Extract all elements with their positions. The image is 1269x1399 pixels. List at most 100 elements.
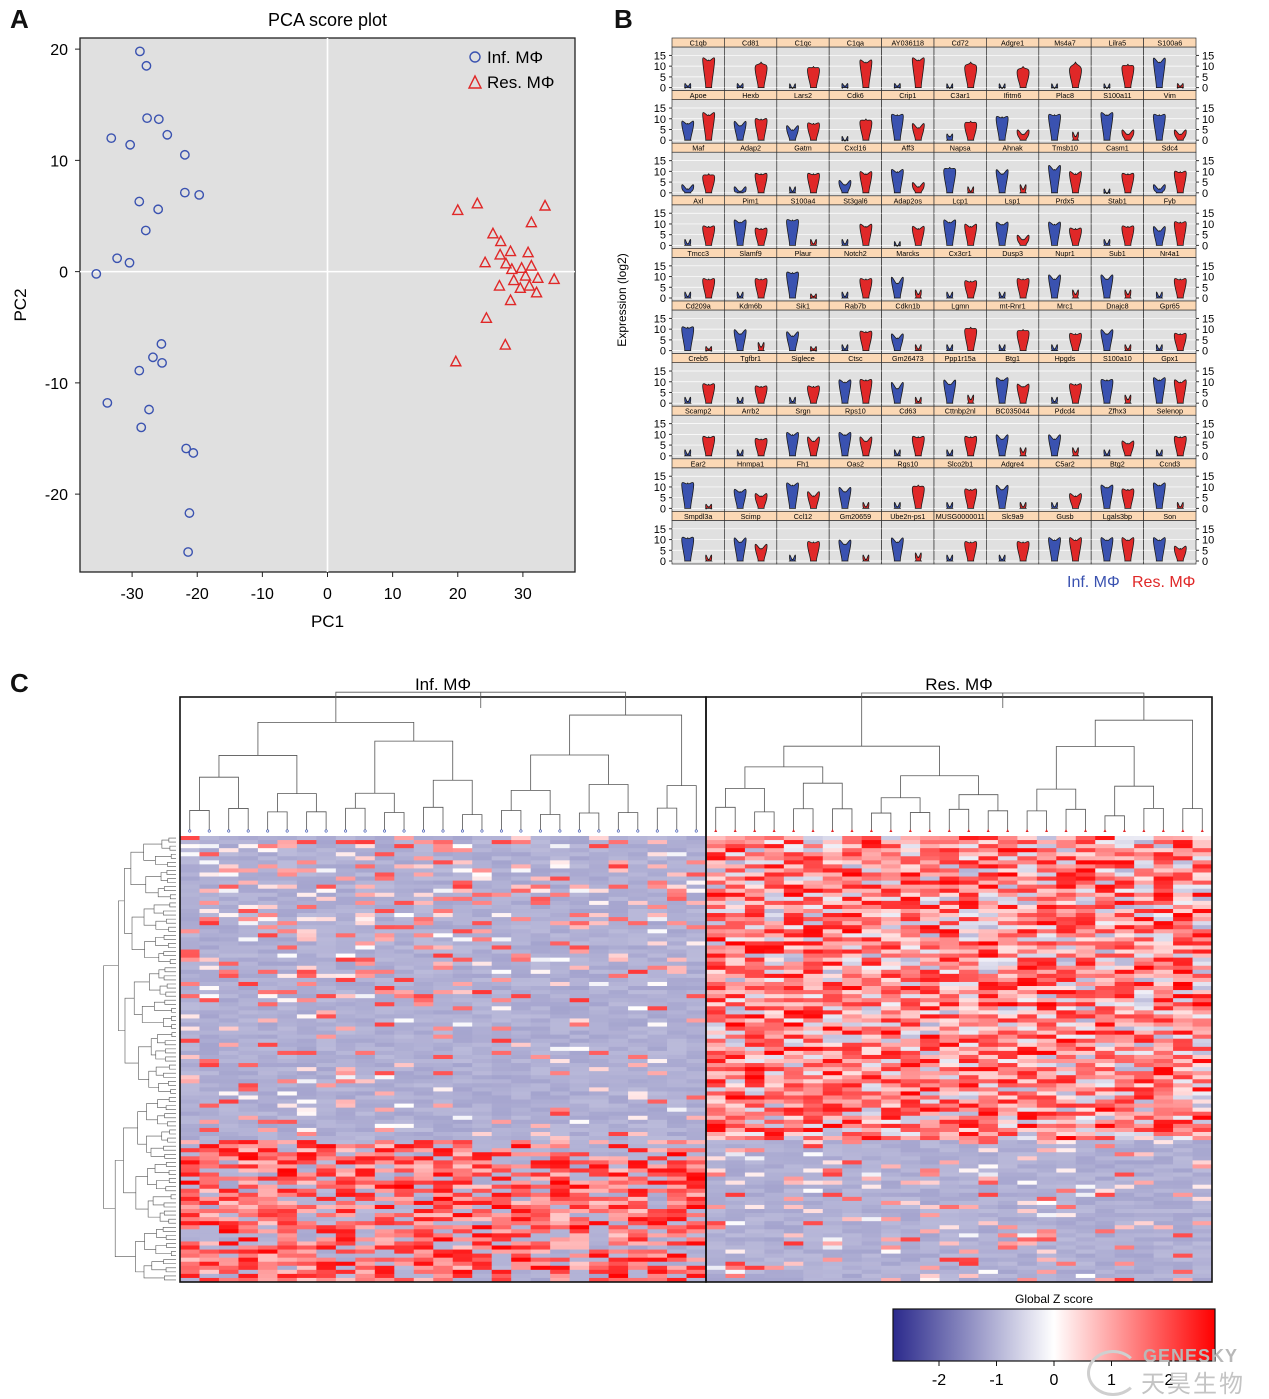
heatmap-cell [920, 856, 940, 860]
heatmap-cell [745, 913, 765, 917]
heatmap-cell [862, 836, 882, 840]
heatmap-cell [511, 1035, 531, 1039]
heatmap-cell [511, 937, 531, 941]
heatmap-cell [1056, 962, 1076, 966]
heatmap-cell [355, 1104, 375, 1108]
heatmap-cell [1076, 1063, 1096, 1067]
heatmap-cell [492, 945, 512, 949]
heatmap-cell [1154, 1087, 1174, 1091]
heatmap-cell [920, 1051, 940, 1055]
heatmap-cell [978, 885, 998, 889]
heatmap-cell [648, 877, 668, 881]
heatmap-cell [745, 1083, 765, 1087]
heatmap-cell [355, 1112, 375, 1116]
heatmap-cell [998, 1006, 1018, 1010]
y-tick-label-left: 5 [660, 335, 666, 347]
heatmap-cell [1193, 872, 1213, 876]
heatmap-cell [978, 978, 998, 982]
heatmap-cell [199, 1051, 219, 1055]
heatmap-cell [453, 864, 473, 868]
violin-panel [829, 47, 881, 91]
heatmap-cell [394, 921, 414, 925]
heatmap-cell [570, 1087, 590, 1091]
heatmap-cell [219, 864, 239, 868]
heatmap-cell [453, 1055, 473, 1059]
heatmap-cell [531, 970, 551, 974]
heatmap-cell [531, 1100, 551, 1104]
heatmap-cell [589, 844, 609, 848]
heatmap-cell [725, 905, 745, 909]
heatmap-cell [375, 836, 395, 840]
heatmap-cell [511, 1039, 531, 1043]
heatmap-cell [472, 1067, 492, 1071]
heatmap-cell [1076, 986, 1096, 990]
heatmap-cell [978, 1071, 998, 1075]
heatmap-cell [199, 868, 219, 872]
heatmap-cell [745, 1055, 765, 1059]
heatmap-cell [1154, 872, 1174, 876]
heatmap-cell [862, 905, 882, 909]
heatmap-cell [472, 917, 492, 921]
heatmap-cell [959, 881, 979, 885]
heatmap-cell [258, 921, 278, 925]
heatmap-cell [648, 933, 668, 937]
heatmap-cell [706, 1095, 726, 1099]
heatmap-cell [1017, 921, 1037, 925]
heatmap-cell [433, 945, 453, 949]
heatmap-cell [862, 897, 882, 901]
heatmap-cell [355, 852, 375, 856]
heatmap-cell [706, 994, 726, 998]
heatmap-cell [316, 1059, 336, 1063]
heatmap-cell [881, 1116, 901, 1120]
heatmap-cell [959, 1014, 979, 1018]
heatmap-cell [764, 921, 784, 925]
heatmap-cell [531, 1091, 551, 1095]
heatmap-cell [978, 1002, 998, 1006]
heatmap-cell [355, 909, 375, 913]
heatmap-cell [394, 1095, 414, 1099]
heatmap-cell [1173, 1120, 1193, 1124]
heatmap-cell [1056, 1067, 1076, 1071]
heatmap-cell [589, 954, 609, 958]
heatmap-cell [492, 1112, 512, 1116]
heatmap-cell [238, 1075, 258, 1079]
heatmap-cell [297, 1067, 317, 1071]
heatmap-cell [745, 1095, 765, 1099]
heatmap-cell [589, 937, 609, 941]
heatmap-cell [862, 1120, 882, 1124]
heatmap-cell [940, 1063, 960, 1067]
heatmap-cell [803, 1039, 823, 1043]
heatmap-cell [706, 836, 726, 840]
heatmap-cell [531, 844, 551, 848]
heatmap-cell [1056, 885, 1076, 889]
heatmap-cell [433, 962, 453, 966]
heatmap-cell [901, 1079, 921, 1083]
heatmap-cell [998, 933, 1018, 937]
heatmap-cell [959, 860, 979, 864]
heatmap-cell [570, 917, 590, 921]
heatmap-cell [1095, 1039, 1115, 1043]
heatmap-cell [628, 994, 648, 998]
heatmap-cell [492, 974, 512, 978]
heatmap-cell [1134, 893, 1154, 897]
heatmap-cell [511, 990, 531, 994]
heatmap-cell [199, 998, 219, 1002]
heatmap-cell [355, 860, 375, 864]
heatmap-cell [940, 941, 960, 945]
heatmap-cell [1056, 941, 1076, 945]
heatmap-cell [394, 913, 414, 917]
heatmap-cell [1037, 925, 1057, 929]
heatmap-cell [238, 897, 258, 901]
heatmap-cell [511, 945, 531, 949]
heatmap-cell [277, 1063, 297, 1067]
heatmap-cell [589, 848, 609, 852]
heatmap-cell [589, 958, 609, 962]
heatmap-cell [842, 1018, 862, 1022]
heatmap-cell [1173, 1006, 1193, 1010]
y-tick-label-right: 15 [1202, 156, 1214, 168]
heatmap-cell [940, 1031, 960, 1035]
heatmap-cell [492, 998, 512, 1002]
heatmap-cell [764, 974, 784, 978]
heatmap-cell [316, 1039, 336, 1043]
heatmap-cell [492, 990, 512, 994]
